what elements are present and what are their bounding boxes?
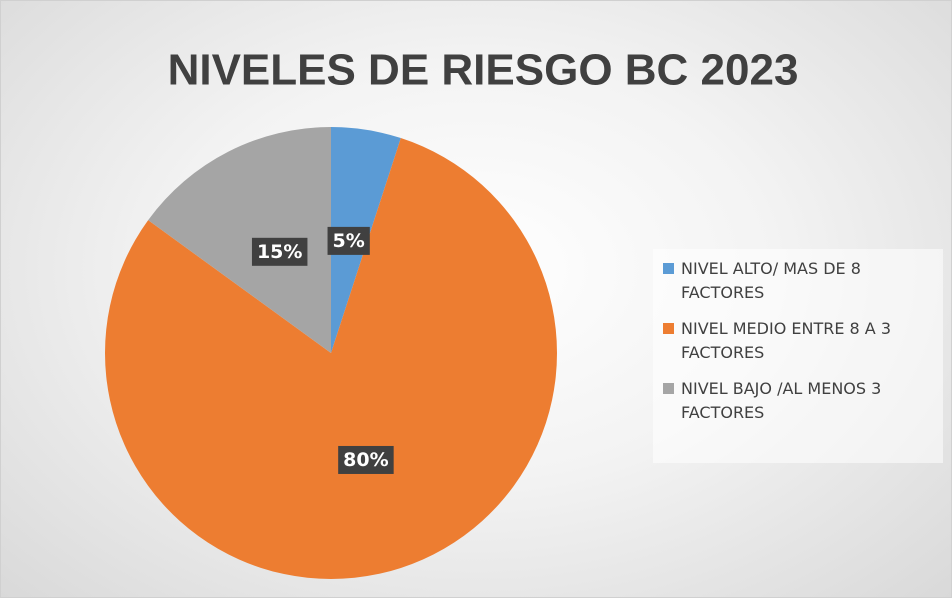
chart-title: NIVELES DE RIESGO BC 2023	[168, 46, 799, 95]
data-label-text: 5%	[333, 230, 365, 252]
data-label-box	[251, 237, 308, 266]
pie-slice	[104, 138, 558, 580]
data-label-text: 15%	[257, 241, 302, 263]
legend-swatch	[663, 383, 674, 394]
data-label: 15%	[251, 237, 308, 266]
legend-entry: NIVEL BAJO /AL MENOS 3 FACTORES	[663, 377, 939, 425]
data-label-text: 80%	[343, 449, 388, 471]
legend-swatch	[663, 323, 674, 334]
data-label-box	[327, 226, 370, 255]
legend-label: NIVEL BAJO /AL MENOS 3 FACTORES	[681, 379, 882, 422]
legend-entry: NIVEL MEDIO ENTRE 8 A 3 FACTORES	[663, 317, 939, 365]
legend-swatch	[663, 263, 674, 274]
legend: NIVEL ALTO/ MAS DE 8 FACTORES NIVEL MEDIO…	[653, 249, 943, 463]
pie-slice	[148, 127, 331, 353]
data-label: 5%	[327, 226, 370, 255]
data-label: 80%	[338, 445, 394, 474]
legend-label: NIVEL ALTO/ MAS DE 8 FACTORES	[681, 259, 861, 302]
legend-label: NIVEL MEDIO ENTRE 8 A 3 FACTORES	[681, 319, 892, 362]
legend-entry: NIVEL ALTO/ MAS DE 8 FACTORES	[663, 257, 939, 305]
data-label-box	[338, 445, 394, 474]
